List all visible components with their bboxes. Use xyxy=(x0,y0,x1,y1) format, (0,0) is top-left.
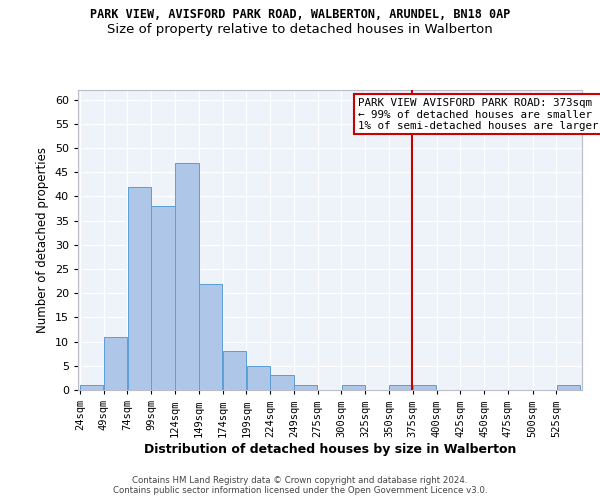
Bar xyxy=(294,385,317,390)
Y-axis label: Number of detached properties: Number of detached properties xyxy=(36,147,49,333)
Bar xyxy=(413,385,436,390)
Text: Contains HM Land Registry data © Crown copyright and database right 2024.
Contai: Contains HM Land Registry data © Crown c… xyxy=(113,476,487,495)
Bar xyxy=(389,385,412,390)
Bar xyxy=(271,376,293,390)
Bar xyxy=(175,162,199,390)
Text: PARK VIEW, AVISFORD PARK ROAD, WALBERTON, ARUNDEL, BN18 0AP: PARK VIEW, AVISFORD PARK ROAD, WALBERTON… xyxy=(90,8,510,20)
Bar xyxy=(223,352,246,390)
Bar xyxy=(247,366,270,390)
Bar xyxy=(128,187,151,390)
Bar xyxy=(557,385,580,390)
Text: Distribution of detached houses by size in Walberton: Distribution of detached houses by size … xyxy=(144,442,516,456)
Bar xyxy=(104,337,127,390)
Text: PARK VIEW AVISFORD PARK ROAD: 373sqm
← 99% of detached houses are smaller (179)
: PARK VIEW AVISFORD PARK ROAD: 373sqm ← 9… xyxy=(358,98,600,130)
Bar xyxy=(199,284,223,390)
Bar xyxy=(151,206,175,390)
Text: Size of property relative to detached houses in Walberton: Size of property relative to detached ho… xyxy=(107,22,493,36)
Bar xyxy=(341,385,365,390)
Bar xyxy=(80,385,103,390)
